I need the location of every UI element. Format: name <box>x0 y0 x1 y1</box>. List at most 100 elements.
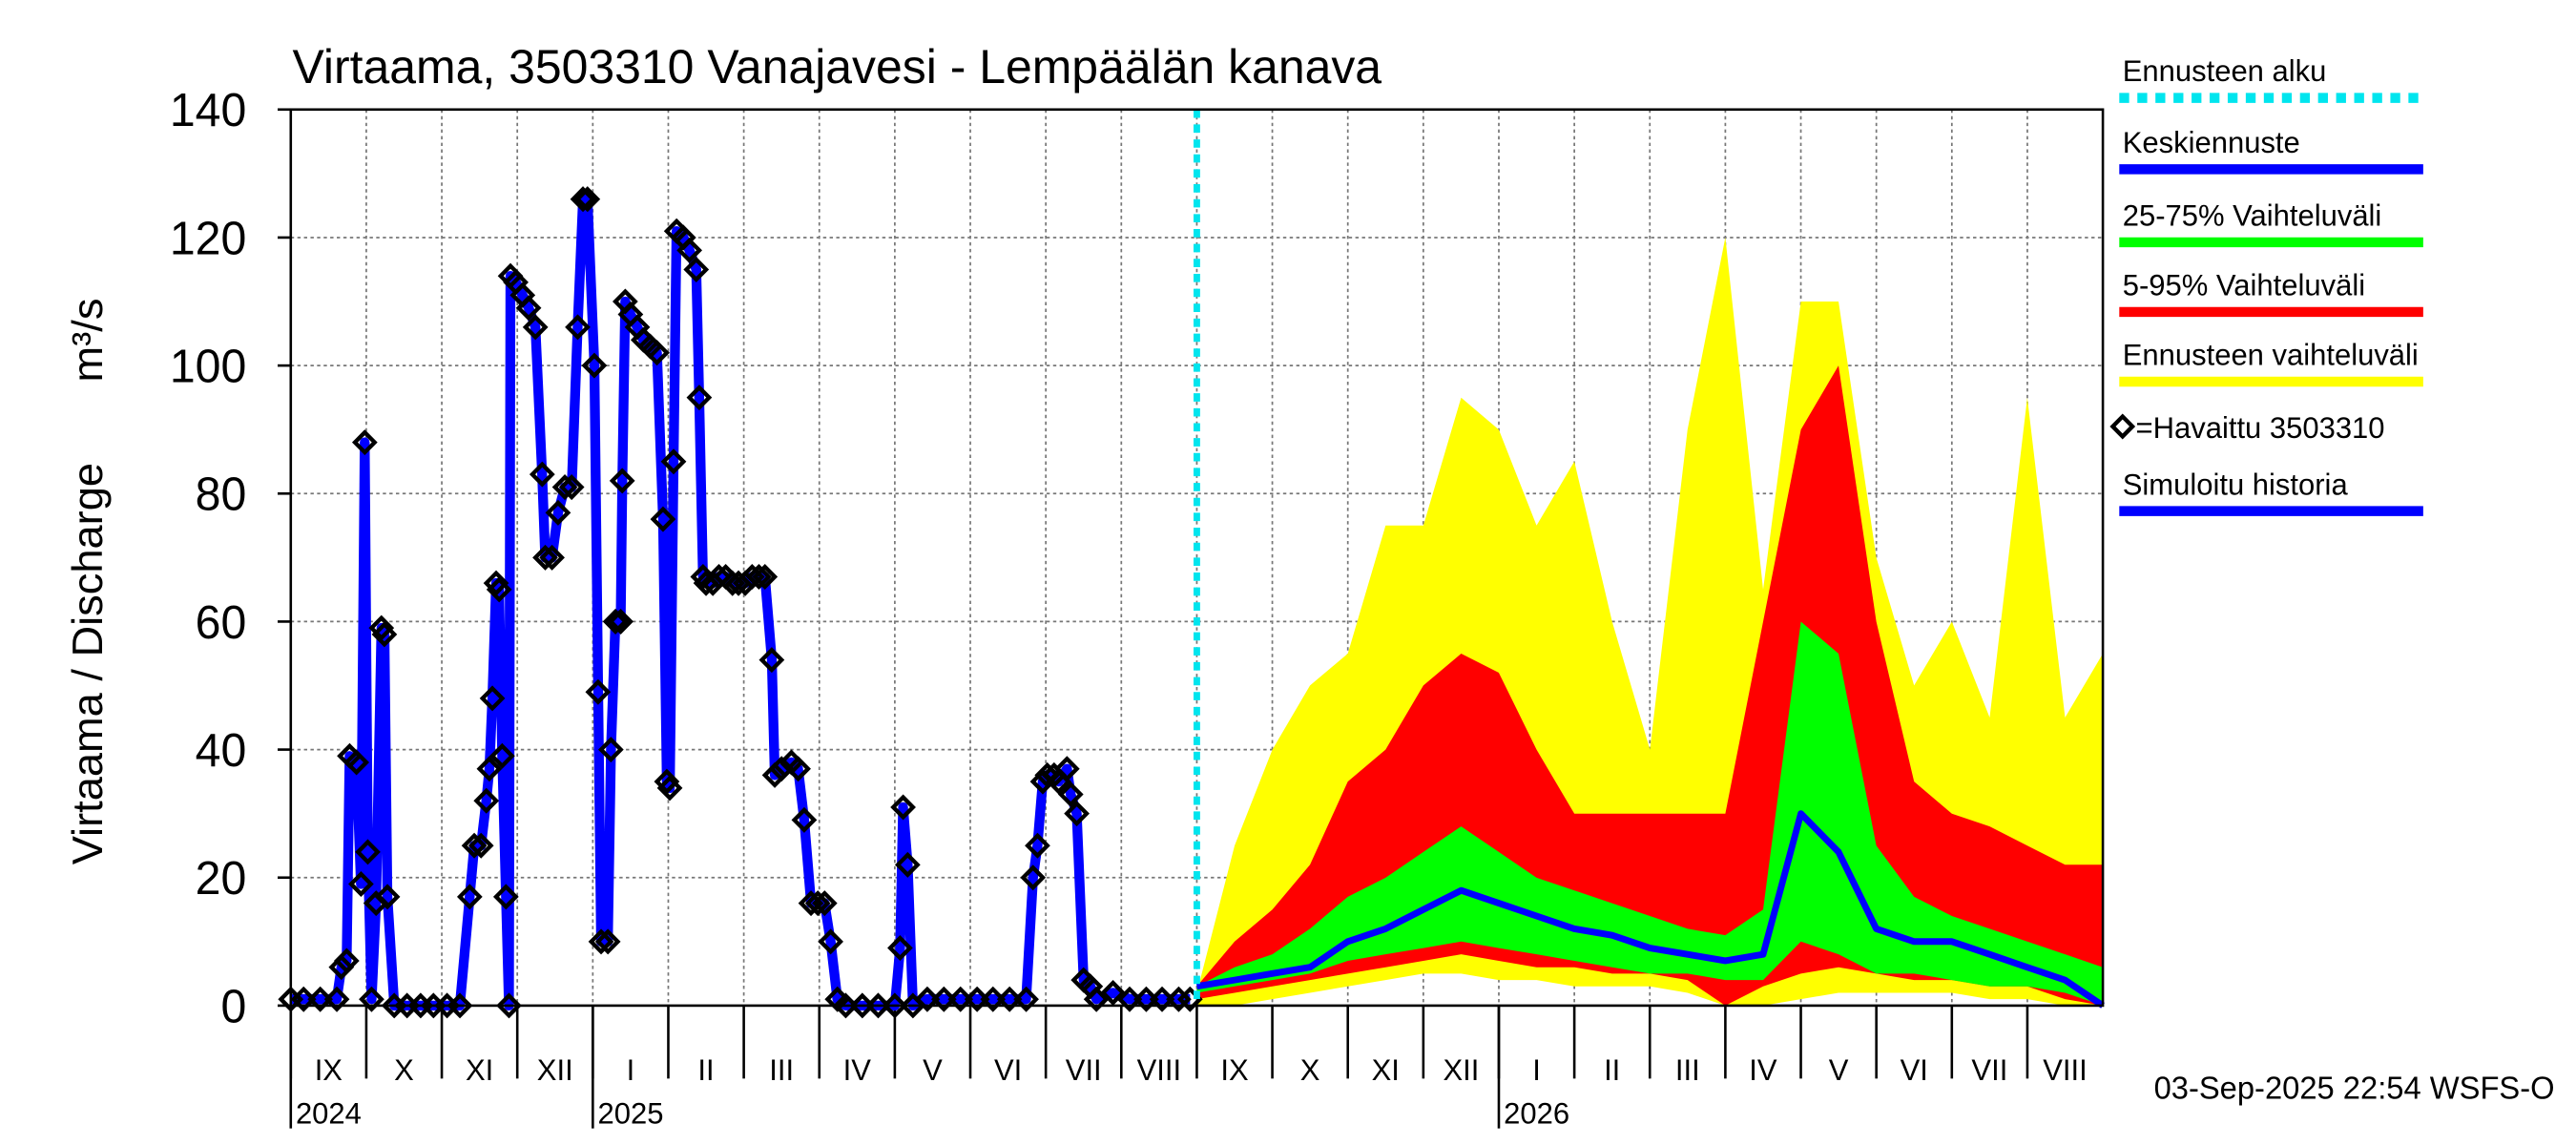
x-tick-label: I <box>1532 1053 1541 1087</box>
footer: 03-Sep-2025 22:54 WSFS-O <box>2154 1070 2555 1105</box>
year-label: 2025 <box>597 1096 663 1130</box>
observed-point <box>565 314 591 341</box>
x-tick-label: II <box>697 1053 714 1087</box>
observed-point <box>539 544 565 571</box>
x-tick-label: VI <box>1901 1053 1928 1087</box>
x-tick-label: V <box>1829 1053 1849 1087</box>
x-tick-label: VII <box>1971 1053 2007 1087</box>
observed-point <box>328 954 355 981</box>
observed-point <box>333 947 360 974</box>
observed-point <box>930 986 957 1012</box>
observed-point <box>581 352 608 379</box>
x-tick-label: IV <box>843 1053 872 1087</box>
observed-point <box>456 884 483 910</box>
x-tick-label: X <box>1300 1053 1320 1087</box>
observed-point <box>486 576 512 603</box>
year-label: 2026 <box>1504 1096 1569 1130</box>
observed-point <box>914 986 941 1012</box>
x-tick-label: III <box>1675 1053 1700 1087</box>
observed-point <box>585 678 612 705</box>
legend-label: Ennusteen alku <box>2123 54 2327 88</box>
observed-point <box>865 992 891 1019</box>
observed-point <box>650 506 676 532</box>
y-tick-label: 40 <box>196 725 247 777</box>
legend-label: Ennusteen vaihteluväli <box>2123 338 2419 371</box>
y-tick-label: 120 <box>170 213 246 264</box>
observed-point <box>355 839 381 865</box>
observed-point <box>882 992 908 1019</box>
observed-point <box>492 884 519 910</box>
observed-point <box>307 986 334 1012</box>
observed-point <box>371 621 398 648</box>
observed-point <box>996 986 1023 1012</box>
y-tick-label: 0 <box>220 981 246 1032</box>
observed-point <box>1025 832 1050 859</box>
x-tick-label: VII <box>1066 1053 1102 1087</box>
observed-point <box>515 295 542 322</box>
observed-point <box>706 563 732 590</box>
observed-point <box>558 474 585 501</box>
x-tick-label: XII <box>1443 1053 1479 1087</box>
legend-label: 25-75% Vaihteluväli <box>2123 198 2382 232</box>
x-tick-label: IX <box>1220 1053 1249 1087</box>
x-tick-label: XI <box>466 1053 493 1087</box>
observed-point <box>980 986 1007 1012</box>
observed-point <box>608 608 634 635</box>
x-tick-label: IV <box>1749 1053 1777 1087</box>
observed-point <box>660 448 687 475</box>
observed-point <box>746 563 772 590</box>
observed-point <box>483 570 509 596</box>
median-line <box>1195 810 2105 1009</box>
observed-point <box>804 890 831 917</box>
observed-point <box>1057 781 1084 808</box>
observed-point <box>359 986 384 1012</box>
observed-point <box>532 544 558 571</box>
observed-point <box>894 851 921 878</box>
x-tick-label: XI <box>1372 1053 1400 1087</box>
x-tick-label: X <box>394 1053 414 1087</box>
observed-point <box>488 742 515 769</box>
observed-point <box>818 928 843 955</box>
observed-point <box>551 474 578 501</box>
observed-point <box>761 761 788 788</box>
observed-point <box>323 986 350 1012</box>
x-tick-label: II <box>1604 1053 1620 1087</box>
y-tick-label: 140 <box>170 85 246 136</box>
legend-label: Simuloitu historia <box>2123 468 2349 501</box>
observed-point <box>1020 864 1047 891</box>
observed-point <box>574 186 601 213</box>
y-tick-label: 100 <box>170 341 246 392</box>
observed-point <box>476 756 503 782</box>
observed-point <box>887 935 913 962</box>
observed-point <box>1064 801 1090 827</box>
observed-point <box>461 832 488 859</box>
observed-point <box>290 986 317 1012</box>
observed-point <box>683 256 710 282</box>
x-tick-label: XII <box>537 1053 573 1087</box>
legend-label: 5-95% Vaihteluväli <box>2123 268 2365 302</box>
x-tick-label: I <box>627 1053 635 1087</box>
observed-point <box>811 890 838 917</box>
legend-marker <box>2109 413 2136 440</box>
observed-point <box>785 756 811 782</box>
observed-point <box>602 608 629 635</box>
observed-point <box>644 340 670 366</box>
observed-point <box>522 314 549 341</box>
plot-frame <box>289 108 2105 1008</box>
observed-point <box>676 237 703 263</box>
observed-point <box>351 429 378 456</box>
observed-point <box>545 499 571 526</box>
x-tick-label: VI <box>994 1053 1022 1087</box>
observed-point <box>496 992 522 1019</box>
observed-point <box>447 992 473 1019</box>
observed-point <box>348 870 374 897</box>
x-tick-label: III <box>769 1053 794 1087</box>
observed-point <box>833 992 859 1019</box>
forecast-band <box>1196 365 2104 1006</box>
x-tick-label: VIII <box>1137 1053 1182 1087</box>
observed-point <box>752 563 779 590</box>
observed-point <box>1013 986 1039 1012</box>
observed-point <box>768 756 795 782</box>
observed-point <box>570 186 596 213</box>
